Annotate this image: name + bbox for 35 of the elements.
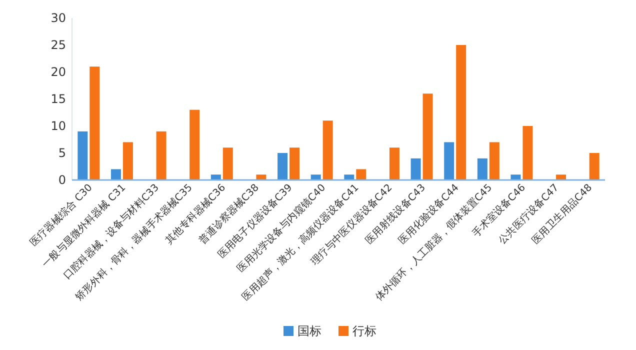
bar xyxy=(344,174,354,180)
bar xyxy=(322,120,333,180)
bar xyxy=(589,153,600,180)
bar xyxy=(356,169,366,180)
y-tick-label: 30 xyxy=(50,11,66,25)
bar xyxy=(556,174,566,180)
bar xyxy=(310,174,321,180)
bar xyxy=(256,174,266,180)
y-tick-label: 20 xyxy=(50,65,66,79)
bar xyxy=(290,148,300,180)
bar xyxy=(278,153,288,180)
bar xyxy=(444,142,454,180)
legend-label: 国标 xyxy=(298,324,322,338)
y-tick-label: 10 xyxy=(50,119,66,133)
bar xyxy=(90,66,100,180)
bar xyxy=(222,148,233,180)
bar xyxy=(389,148,400,180)
bar xyxy=(410,158,421,180)
bar xyxy=(456,45,466,180)
y-tick-label: 5 xyxy=(58,146,66,160)
bar xyxy=(477,158,488,180)
bar xyxy=(210,174,221,180)
bar xyxy=(156,131,166,180)
bar xyxy=(122,142,133,180)
bar xyxy=(78,131,88,180)
legend-label: 行标 xyxy=(352,324,376,338)
bar xyxy=(510,174,521,180)
bar xyxy=(190,110,200,180)
y-tick-label: 25 xyxy=(50,38,66,52)
y-tick-label: 15 xyxy=(50,92,66,106)
bar xyxy=(422,94,433,180)
bar xyxy=(489,142,500,180)
bar xyxy=(110,169,121,180)
y-tick-label: 0 xyxy=(58,173,66,187)
bar xyxy=(522,126,533,180)
